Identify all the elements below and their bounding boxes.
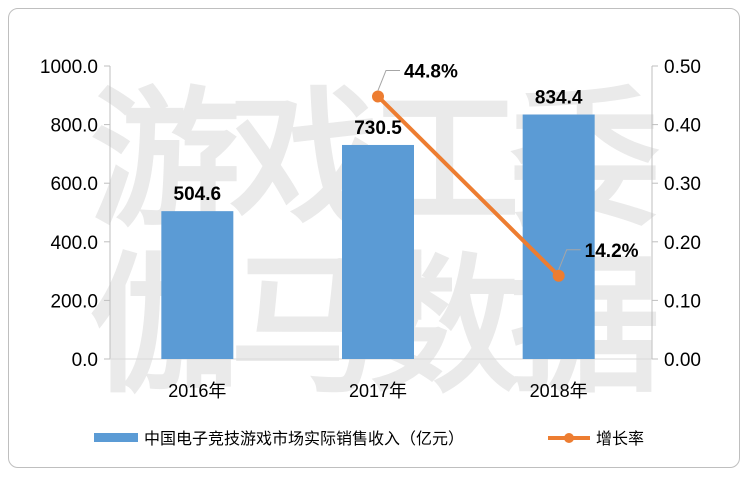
legend-line-label: 增长率 — [596, 430, 644, 448]
bar — [161, 211, 234, 359]
left-axis-tick-label: 1000.0 — [40, 57, 98, 78]
legend-line-marker — [564, 433, 574, 443]
legend-bar-label: 中国电子竞技游戏市场实际销售收入（亿元） — [144, 430, 464, 448]
left-axis-tick-label: 200.0 — [50, 291, 98, 312]
legend-bar-swatch — [94, 433, 138, 442]
category-label: 2018年 — [530, 381, 588, 401]
growth-point — [552, 269, 565, 282]
data-labels: 504.6 730.5 834.4 44.8% 14.2% — [174, 61, 639, 261]
category-label: 2016年 — [168, 381, 226, 401]
left-axis-tick-label: 600.0 — [50, 174, 98, 195]
right-axis-tick-label: 0.20 — [664, 233, 701, 254]
bar — [522, 114, 595, 359]
growth-line — [376, 95, 561, 278]
bar-value-label: 504.6 — [174, 184, 222, 205]
bar-value-label: 834.4 — [535, 88, 583, 109]
right-axis-tick-label: 0.00 — [664, 350, 701, 371]
growth-value-label: 44.8% — [404, 61, 458, 82]
growth-value-label: 14.2% — [585, 241, 639, 262]
line-series — [372, 69, 581, 282]
growth-point — [372, 90, 384, 103]
bar — [342, 144, 414, 359]
growth-label-leader — [377, 69, 400, 91]
right-axis-tick-label: 0.10 — [664, 291, 701, 312]
right-axis: 0.00 0.10 0.20 0.30 0.40 0.50 — [651, 57, 701, 371]
category-label: 2017年 — [349, 381, 407, 401]
left-axis-tick-label: 800.0 — [50, 116, 98, 137]
bar-series — [161, 114, 595, 359]
category-labels: 2016年 2017年 2018年 — [168, 381, 587, 401]
bar-value-label: 730.5 — [354, 118, 402, 139]
left-axis: 0.0 200.0 400.0 600.0 800.0 1000.0 — [40, 57, 652, 371]
left-axis-tick-label: 400.0 — [50, 233, 98, 254]
right-axis-tick-label: 0.30 — [664, 174, 701, 195]
right-axis-tick-label: 0.50 — [664, 57, 701, 78]
growth-label-leader — [558, 249, 581, 270]
right-axis-tick-label: 0.40 — [664, 116, 701, 137]
legend: 中国电子竞技游戏市场实际销售收入（亿元） 增长率 — [94, 430, 644, 448]
left-axis-tick-label: 0.0 — [72, 350, 98, 371]
